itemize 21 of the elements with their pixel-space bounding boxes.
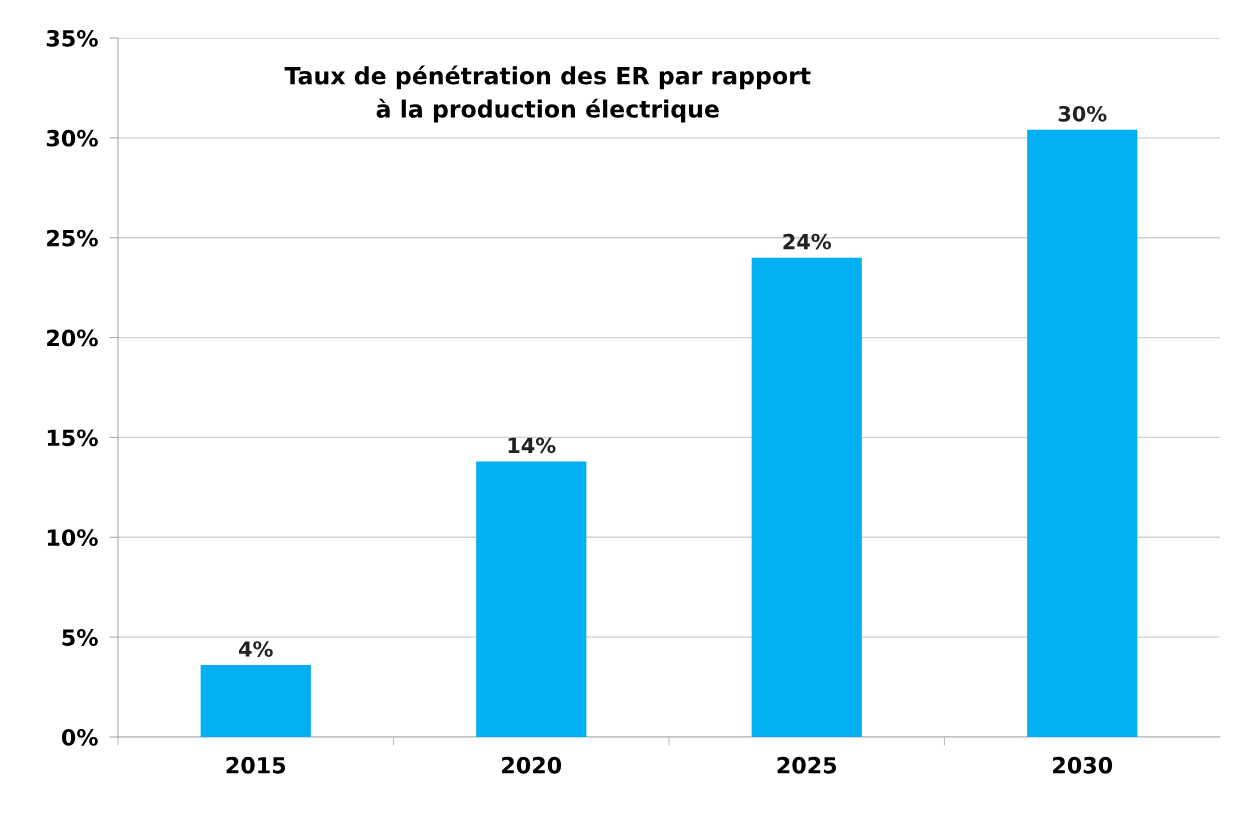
x-tick-label: 2020: [502, 756, 562, 774]
data-label: 14%: [508, 437, 556, 454]
bar: [476, 461, 587, 737]
text: Taux de pénétration des ER par rapport à la production électrique: [284, 65, 811, 123]
x-tick-label: 2015: [226, 756, 286, 774]
y-tick-label: 25%: [47, 229, 98, 247]
y-tick-label: 20%: [47, 329, 98, 347]
x-tick-label: 2025: [777, 756, 837, 774]
bar: [751, 257, 862, 737]
y-tick-label: 10%: [47, 529, 98, 547]
y-tick-label: 0%: [61, 728, 98, 746]
x-tick-label: 2030: [1053, 756, 1113, 774]
y-tick-label: 30%: [46, 129, 98, 147]
data-label: 30%: [1058, 105, 1107, 122]
bar: [200, 665, 311, 737]
data-label: 4%: [239, 641, 273, 657]
bar: [1027, 129, 1138, 737]
data-label: 24%: [783, 233, 832, 250]
y-tick-label: 35%: [46, 29, 98, 47]
y-tick-label: 15%: [47, 429, 98, 447]
y-tick-label: 5%: [62, 629, 98, 646]
